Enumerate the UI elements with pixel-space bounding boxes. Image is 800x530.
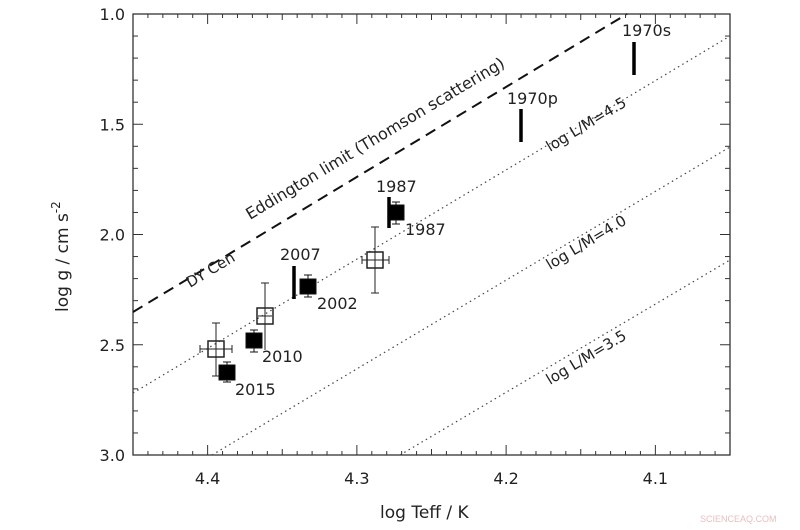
x-axis-title: log Teff / K xyxy=(380,503,470,523)
eddington-limit-line xyxy=(132,13,628,313)
open-square-point xyxy=(361,226,390,294)
label-2010: 2010 xyxy=(262,347,303,366)
tick-label: 2.0 xyxy=(100,226,125,245)
y-axis-title: log g / cm s-2 xyxy=(49,201,73,312)
watermark: SCIENCEAQ.COM xyxy=(700,514,777,524)
label-1970s: 1970s xyxy=(622,21,671,40)
tick-label: 4.1 xyxy=(643,469,668,488)
label-2015: 2015 xyxy=(235,380,276,399)
label-1970p: 1970p xyxy=(507,89,558,108)
svg-text:log g / cm s-2: log g / cm s-2 xyxy=(49,201,73,312)
open-square-point xyxy=(256,282,274,350)
eddington-label: Eddington limit (Thomson scattering) xyxy=(242,53,508,223)
lm40-line xyxy=(211,146,731,456)
label-1987-top: 1987 xyxy=(376,177,417,196)
y-axis-title-sup: -2 xyxy=(49,201,63,213)
tick-label: 4.2 xyxy=(493,469,518,488)
lm40-label: log L/M=4.0 xyxy=(543,211,630,273)
filled-square-point-2010 xyxy=(245,329,263,353)
plot-frame xyxy=(132,13,731,456)
filled-square-point-2002 xyxy=(299,274,317,298)
label-2002: 2002 xyxy=(317,294,358,313)
tick-label: 2.5 xyxy=(100,336,125,355)
lm35-line xyxy=(399,259,731,456)
filled-square-point-2015 xyxy=(218,361,236,383)
tick-label: 1.0 xyxy=(100,5,125,24)
label-2007: 2007 xyxy=(280,245,321,264)
y-axis-title-main: log g / cm s xyxy=(53,213,73,312)
tick-label: 4.4 xyxy=(195,469,220,488)
axis-ticks: 4.4 4.3 4.2 4.1 1.0 1.5 2.0 2.5 3.0 xyxy=(100,5,731,488)
label-1987-right: 1987 xyxy=(405,220,446,239)
lm45-line xyxy=(132,35,731,394)
dycen-label: DY Cen xyxy=(183,248,238,291)
tick-label: 4.3 xyxy=(344,469,369,488)
tick-label: 1.5 xyxy=(100,115,125,134)
lm35-label: log L/M=3.5 xyxy=(543,326,630,388)
tick-label: 3.0 xyxy=(100,446,125,465)
